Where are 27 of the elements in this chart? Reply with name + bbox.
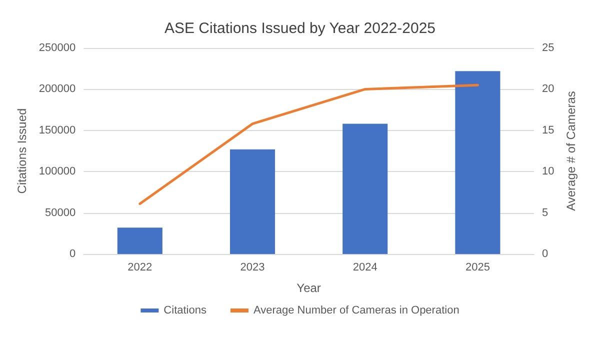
- y-tick-label: 0: [69, 248, 76, 260]
- y-tick-label: 50000: [45, 206, 76, 219]
- y2-tick-label: 5: [542, 206, 548, 219]
- y2-tick-label: 15: [542, 124, 554, 136]
- x-axis-title: Year: [296, 281, 321, 295]
- legend-label: Citations: [164, 304, 207, 316]
- x-tick-label: 2025: [465, 262, 490, 274]
- bar: [342, 124, 388, 254]
- y-tick-label: 150000: [38, 124, 76, 136]
- x-tick-label: 2023: [240, 262, 265, 274]
- y-tick-label: 250000: [38, 42, 76, 54]
- y2-tick-label: 0: [542, 248, 548, 260]
- legend-label: Average Number of Cameras in Operation: [253, 304, 460, 316]
- x-tick-label: 2024: [352, 262, 378, 274]
- bar: [455, 71, 500, 254]
- bar: [117, 228, 162, 254]
- y2-tick-label: 10: [542, 166, 554, 178]
- chart-title: ASE Citations Issued by Year 2022-2025: [164, 20, 436, 37]
- y2-tick-label: 25: [542, 42, 554, 54]
- y2-tick-label: 20: [542, 83, 554, 96]
- bar: [230, 149, 276, 254]
- y-tick-label: 200000: [38, 83, 76, 96]
- y2-axis-title: Average # of Cameras: [564, 91, 578, 211]
- x-tick-label: 2022: [128, 262, 152, 274]
- y-axis-title: Citations Issued: [15, 108, 29, 194]
- line-series: [138, 84, 479, 205]
- y-tick-label: 100000: [38, 166, 76, 178]
